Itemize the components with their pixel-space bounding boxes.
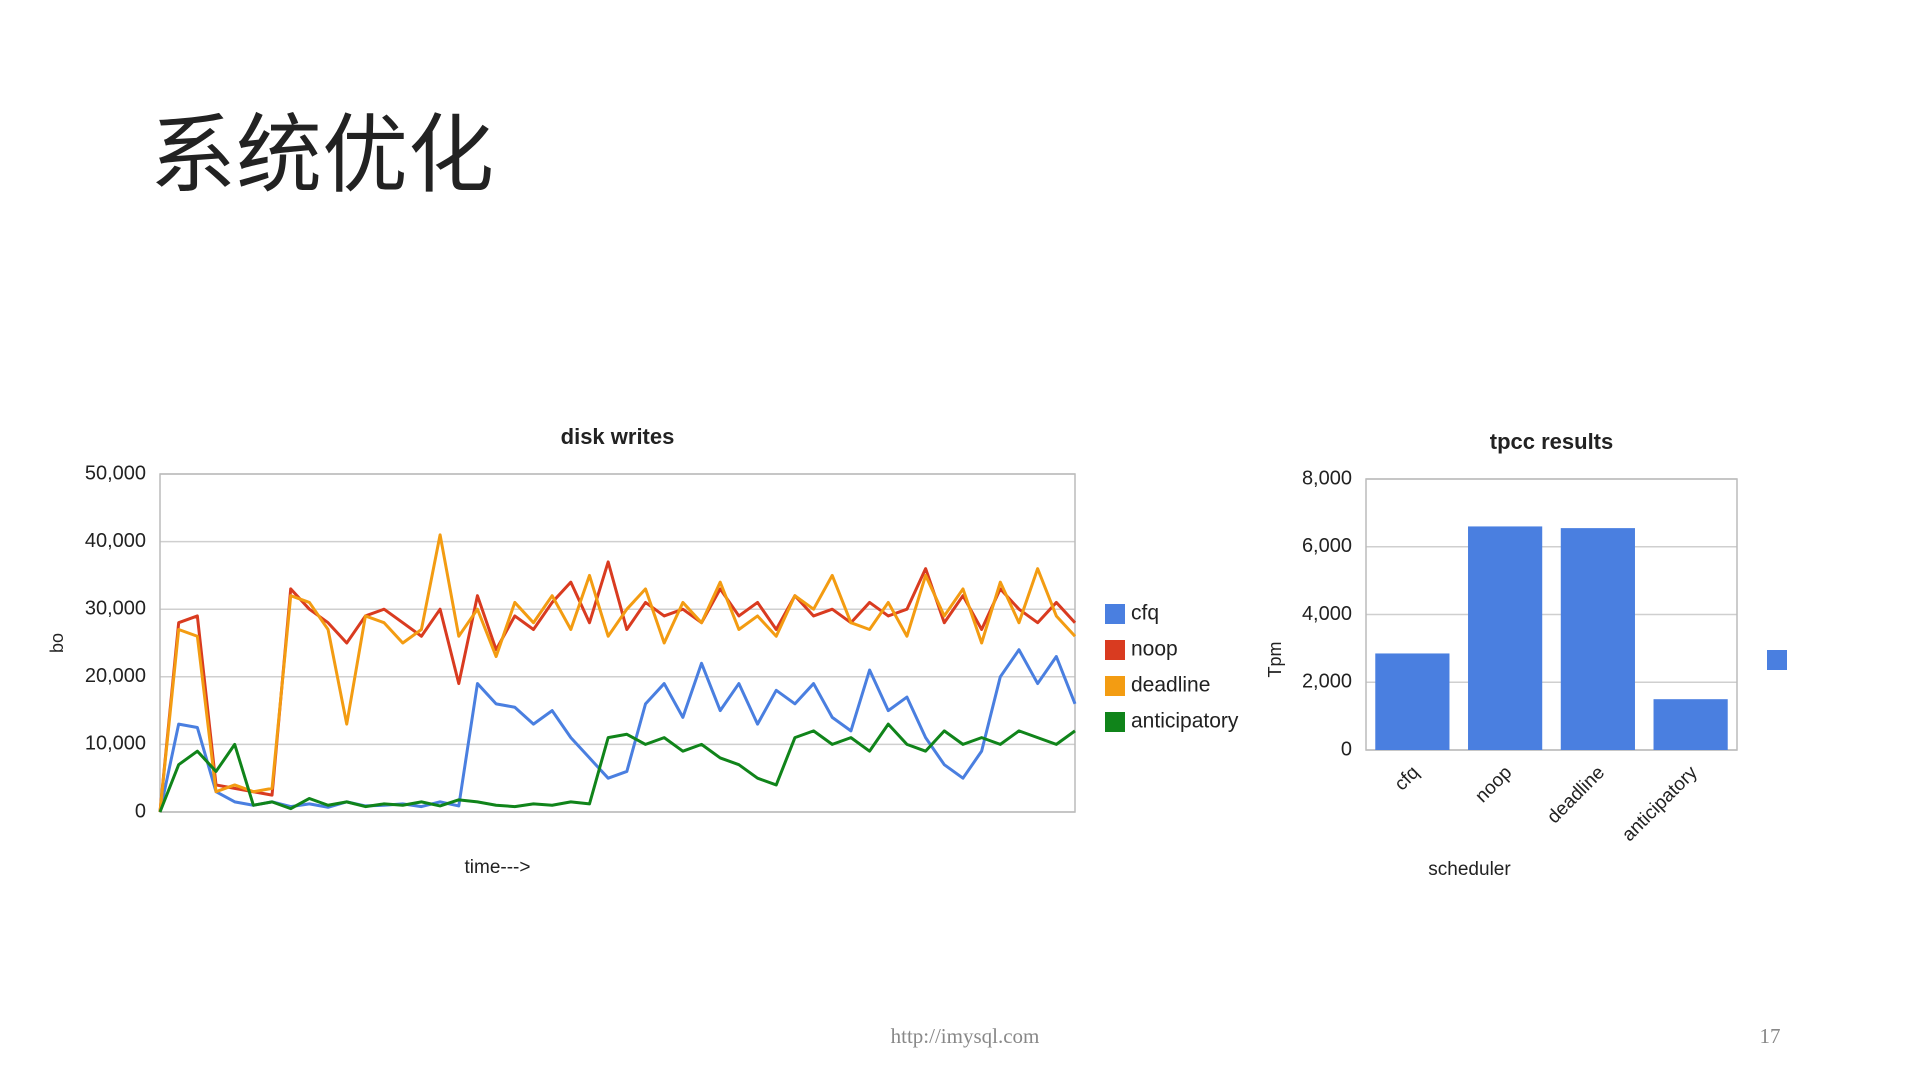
y-tick-label: 8,000 (1302, 467, 1352, 489)
y-tick-label: 6,000 (1302, 535, 1352, 557)
series-line (158, 560, 1077, 813)
y-tick-label: 20,000 (85, 665, 146, 687)
y-tick-label: 4,000 (1302, 603, 1352, 625)
y-tick-label: 40,000 (85, 530, 146, 552)
bar (1653, 699, 1728, 750)
x-tick-label: noop (1471, 762, 1516, 807)
legend-swatch (1105, 712, 1125, 732)
chart-title: disk writes (561, 424, 675, 449)
y-tick-label: 0 (1341, 738, 1352, 760)
legend-swatch (1105, 676, 1125, 696)
legend-swatch (1767, 650, 1787, 670)
x-tick-label: deadline (1543, 762, 1609, 828)
bar (1468, 526, 1543, 750)
series-line (158, 722, 1076, 813)
legend-swatch (1105, 604, 1125, 624)
y-axis-label: Tpm (1265, 642, 1285, 678)
y-tick-label: 0 (135, 800, 146, 822)
slide-title: 系统优化 (150, 108, 494, 204)
x-tick-label: cfq (1391, 762, 1424, 795)
x-tick-label: anticipatory (1618, 762, 1702, 846)
legend-label: noop (1131, 638, 1178, 661)
y-axis-label: bo (47, 633, 67, 653)
plot-border (1365, 478, 1738, 751)
x-axis-label: time---> (465, 857, 531, 878)
legend-label: cfq (1131, 602, 1159, 625)
y-tick-label: 30,000 (85, 597, 146, 619)
legend-swatch (1105, 640, 1125, 660)
plot-border (159, 473, 1076, 813)
chart-title: tpcc results (1490, 429, 1614, 454)
series-line (158, 648, 1077, 813)
y-tick-label: 50,000 (85, 462, 146, 484)
y-tick-label: 10,000 (85, 733, 146, 755)
legend-label: anticipatory (1131, 710, 1239, 733)
page-number: 17 (1760, 1024, 1781, 1048)
legend-label: deadline (1131, 674, 1210, 697)
bar (1375, 653, 1450, 750)
y-tick-label: 2,000 (1302, 671, 1352, 693)
x-axis-label: scheduler (1428, 859, 1511, 880)
bar (1560, 528, 1635, 750)
series-line (158, 533, 1077, 813)
footer-url: http://imysql.com (891, 1024, 1040, 1048)
